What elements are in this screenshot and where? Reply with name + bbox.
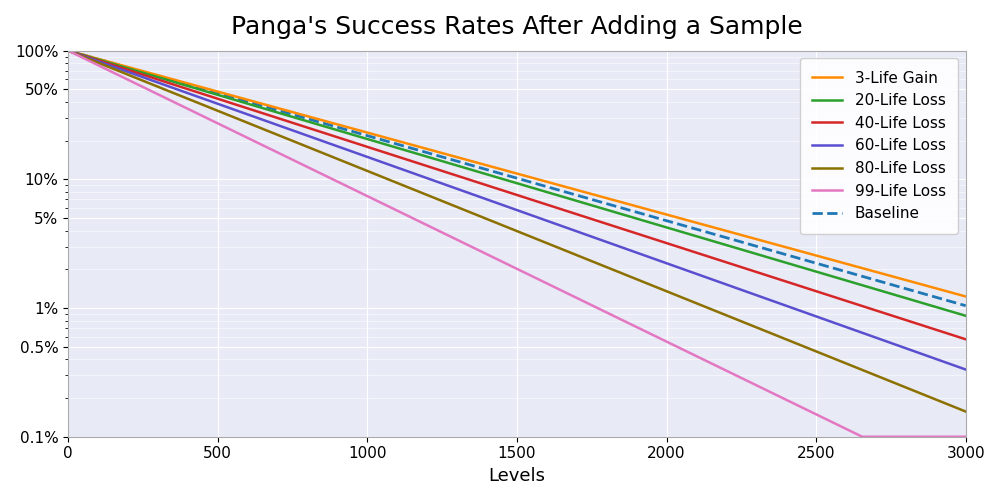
40-Life Loss	[960, 336, 972, 342]
99-Life Loss	[856, 434, 868, 440]
Line: 20-Life Loss: 20-Life Loss	[68, 50, 966, 316]
99-Life Loss	[62, 48, 74, 54]
80-Life Loss	[607, 266, 619, 272]
X-axis label: Levels: Levels	[488, 467, 545, 485]
40-Life Loss	[62, 48, 74, 54]
20-Life Loss	[960, 313, 972, 319]
40-Life Loss	[493, 186, 505, 192]
3-Life Gain	[493, 166, 505, 172]
Line: 40-Life Loss: 40-Life Loss	[68, 50, 966, 340]
Title: Panga's Success Rates After Adding a Sample: Panga's Success Rates After Adding a Sam…	[231, 15, 803, 39]
60-Life Loss	[62, 48, 74, 54]
80-Life Loss	[62, 48, 74, 54]
99-Life Loss	[419, 222, 431, 228]
60-Life Loss	[919, 352, 931, 358]
Line: 99-Life Loss: 99-Life Loss	[68, 50, 966, 436]
3-Life Gain	[360, 129, 372, 135]
20-Life Loss	[607, 208, 619, 214]
3-Life Gain	[241, 96, 253, 102]
Line: 80-Life Loss: 80-Life Loss	[68, 50, 966, 412]
99-Life Loss	[607, 312, 619, 318]
20-Life Loss	[360, 136, 372, 141]
Baseline	[62, 48, 74, 54]
Line: Baseline: Baseline	[68, 50, 966, 306]
60-Life Loss	[493, 201, 505, 207]
3-Life Gain	[62, 48, 74, 54]
Baseline	[607, 202, 619, 208]
99-Life Loss	[919, 434, 931, 440]
20-Life Loss	[62, 48, 74, 54]
Line: 60-Life Loss: 60-Life Loss	[68, 50, 966, 370]
40-Life Loss	[607, 223, 619, 229]
20-Life Loss	[493, 175, 505, 181]
Legend: 3-Life Gain, 20-Life Loss, 40-Life Loss, 60-Life Loss, 80-Life Loss, 99-Life Los: 3-Life Gain, 20-Life Loss, 40-Life Loss,…	[800, 58, 958, 234]
3-Life Gain	[419, 146, 431, 152]
60-Life Loss	[607, 241, 619, 247]
20-Life Loss	[919, 301, 931, 307]
Baseline	[241, 98, 253, 104]
80-Life Loss	[919, 392, 931, 398]
99-Life Loss	[360, 192, 372, 198]
40-Life Loss	[419, 162, 431, 168]
80-Life Loss	[493, 221, 505, 227]
80-Life Loss	[960, 408, 972, 414]
80-Life Loss	[360, 168, 372, 173]
80-Life Loss	[419, 192, 431, 198]
99-Life Loss	[241, 134, 253, 140]
40-Life Loss	[360, 144, 372, 150]
Baseline	[919, 291, 931, 297]
99-Life Loss	[960, 434, 972, 440]
60-Life Loss	[960, 366, 972, 372]
40-Life Loss	[241, 105, 253, 111]
40-Life Loss	[919, 323, 931, 329]
60-Life Loss	[241, 111, 253, 117]
99-Life Loss	[493, 258, 505, 264]
80-Life Loss	[241, 120, 253, 126]
Baseline	[419, 149, 431, 155]
20-Life Loss	[419, 153, 431, 159]
60-Life Loss	[360, 154, 372, 160]
Baseline	[960, 302, 972, 308]
3-Life Gain	[960, 294, 972, 300]
Baseline	[493, 170, 505, 176]
20-Life Loss	[241, 100, 253, 106]
Line: 3-Life Gain: 3-Life Gain	[68, 50, 966, 296]
3-Life Gain	[919, 282, 931, 288]
3-Life Gain	[607, 197, 619, 203]
Baseline	[360, 132, 372, 138]
60-Life Loss	[419, 174, 431, 180]
